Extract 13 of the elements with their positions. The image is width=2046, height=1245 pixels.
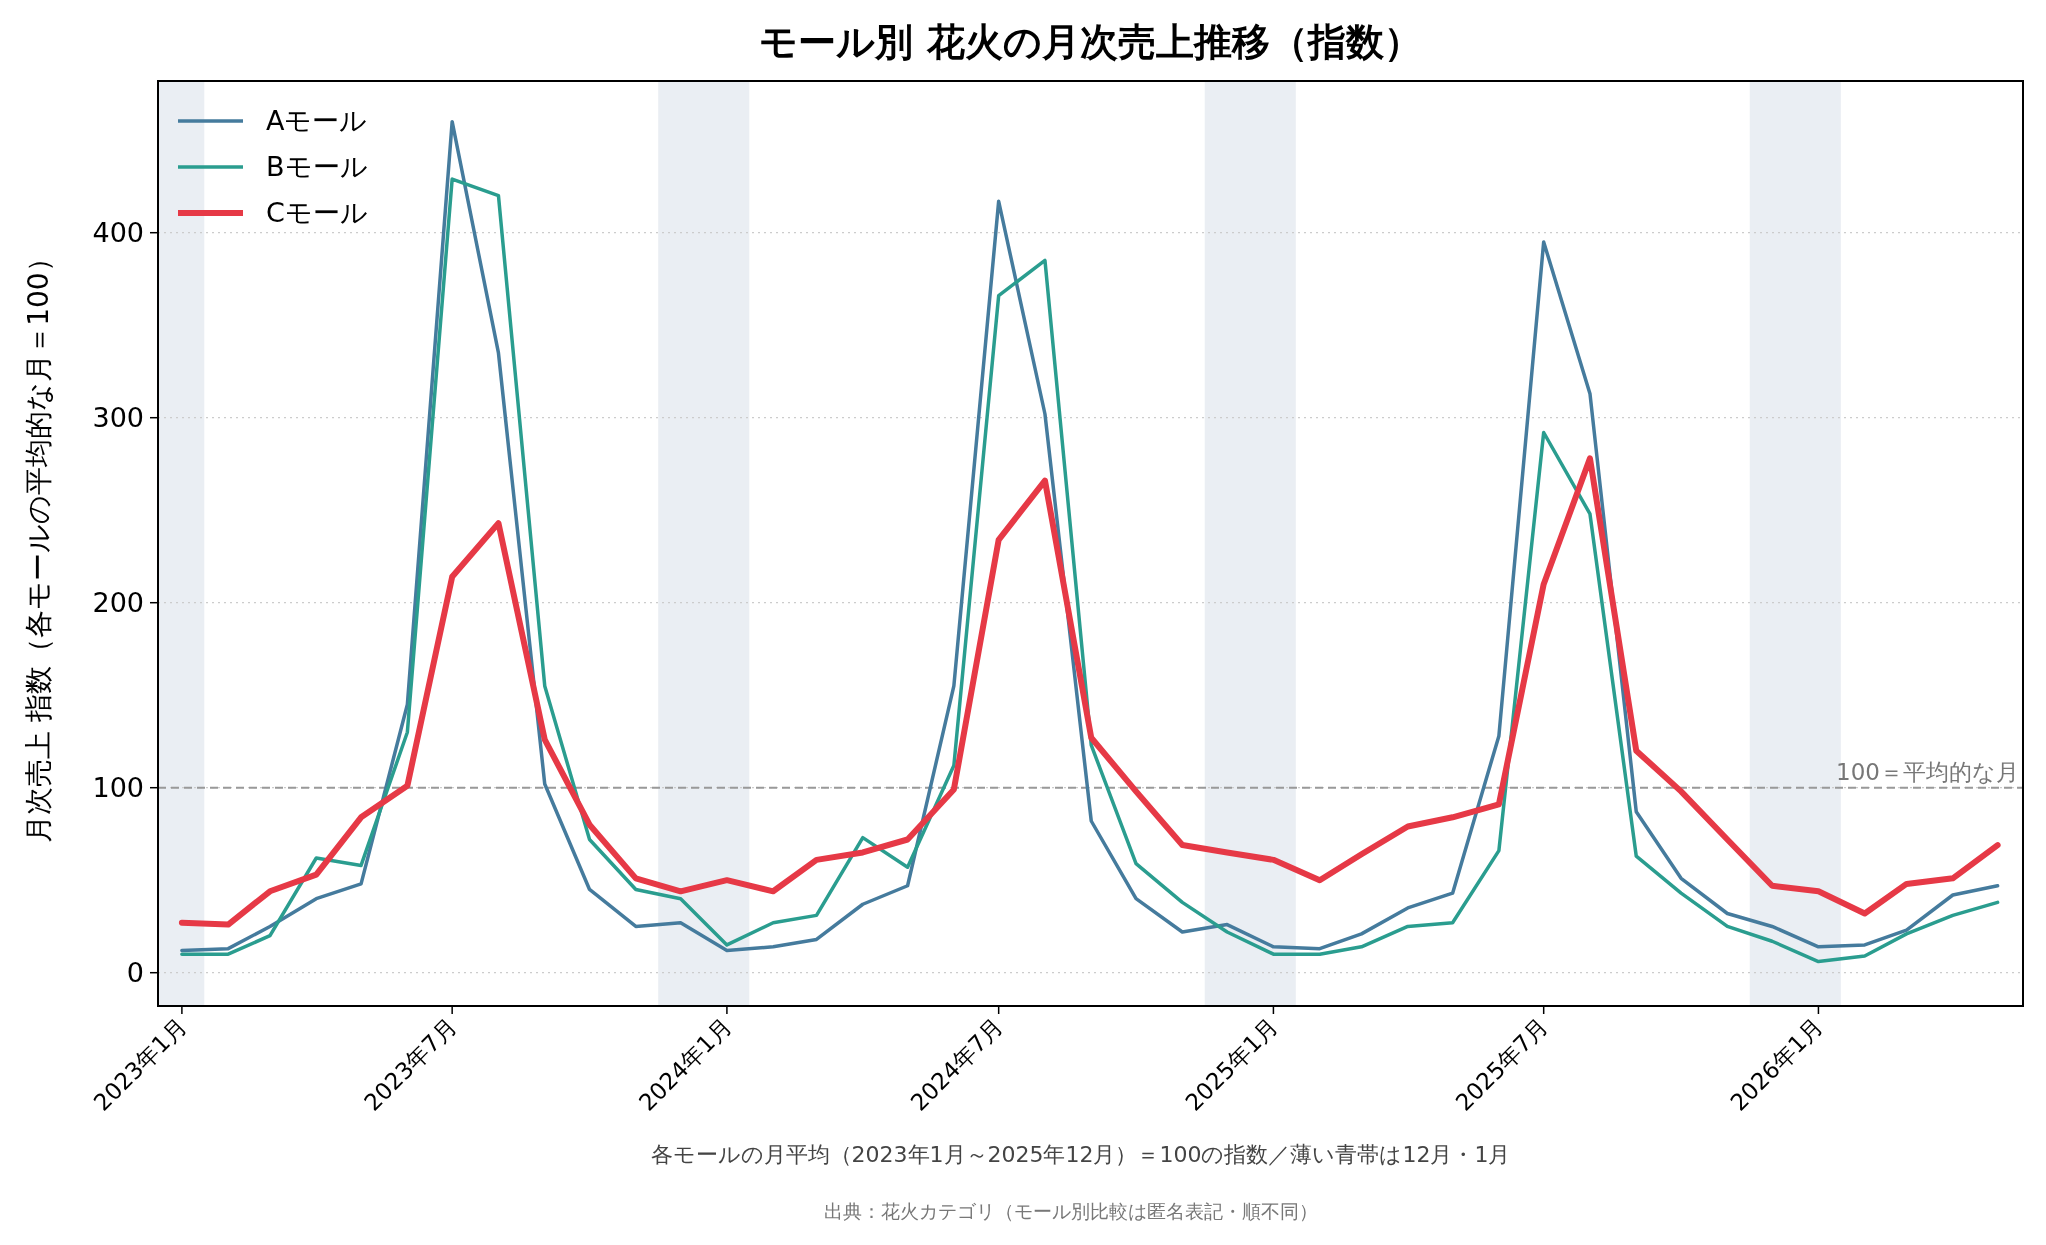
text: 各モールの月平均（2023年1月～2025年12月）＝100の指数／薄い青帯は12月・1月 (650, 1142, 1511, 1167)
legend-label: Aモール (266, 105, 368, 136)
y-axis-title: 月次売上 指数（各モールの平均的な月＝100） (22, 244, 55, 843)
legend-label: Cモール (266, 197, 368, 228)
y-tick-label: 400 (92, 216, 144, 248)
y-tick-label: 300 (92, 401, 144, 433)
y-tick-label: 0 (126, 956, 144, 988)
y-tick-label: 200 (92, 586, 144, 618)
chart-title: モール別 花火の月次売上推移（指数） (759, 20, 1422, 64)
legend-label: Bモール (266, 151, 368, 182)
y-tick-label: 100 (92, 771, 144, 803)
source-note: 出典：花火カテゴリ（モール別比較は匿名表記・順不同） (823, 1200, 1318, 1222)
ref-line-label: 100＝平均的な月 (1836, 758, 2019, 785)
